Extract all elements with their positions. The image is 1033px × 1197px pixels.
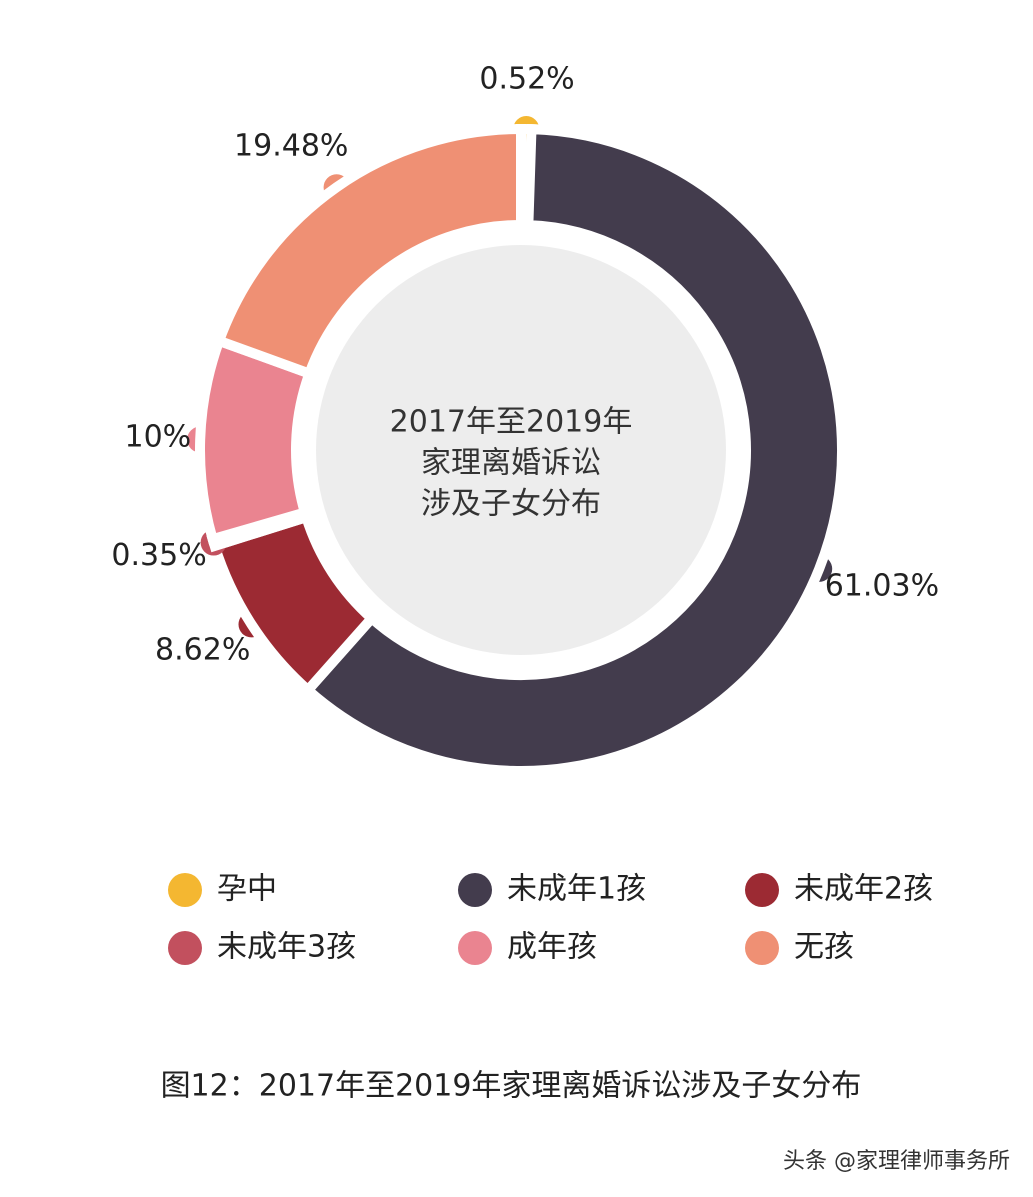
legend-swatch <box>745 873 779 907</box>
legend-label: 无孩 <box>794 930 854 965</box>
center-text: 2017年至2019年 <box>390 405 633 440</box>
legend-label: 成年孩 <box>507 930 597 965</box>
legend-swatch <box>168 931 202 965</box>
donut-segment <box>212 123 526 380</box>
value-label: 0.52% <box>479 62 574 97</box>
legend-swatch <box>168 873 202 907</box>
value-label: 8.62% <box>155 632 250 667</box>
center-text: 涉及子女分布 <box>421 487 601 522</box>
legend-swatch <box>458 931 492 965</box>
legend-label: 孕中 <box>217 872 277 907</box>
value-label: 19.48% <box>234 129 348 164</box>
caption: 图12：2017年至2019年家理离婚诉讼涉及子女分布 <box>161 1069 862 1104</box>
legend-label: 未成年1孩 <box>507 872 646 907</box>
value-label: 61.03% <box>825 568 939 603</box>
value-label: 0.35% <box>111 538 206 573</box>
legend-label: 未成年3孩 <box>217 930 356 965</box>
value-label: 10% <box>125 419 192 454</box>
legend-swatch <box>745 931 779 965</box>
center-text: 家理离婚诉讼 <box>421 446 601 481</box>
legend-label: 未成年2孩 <box>794 872 933 907</box>
donut-segment <box>300 124 847 776</box>
legend-swatch <box>458 873 492 907</box>
watermark: 头条 @家理律师事务所 <box>783 1149 1010 1174</box>
center-disc <box>316 245 726 655</box>
